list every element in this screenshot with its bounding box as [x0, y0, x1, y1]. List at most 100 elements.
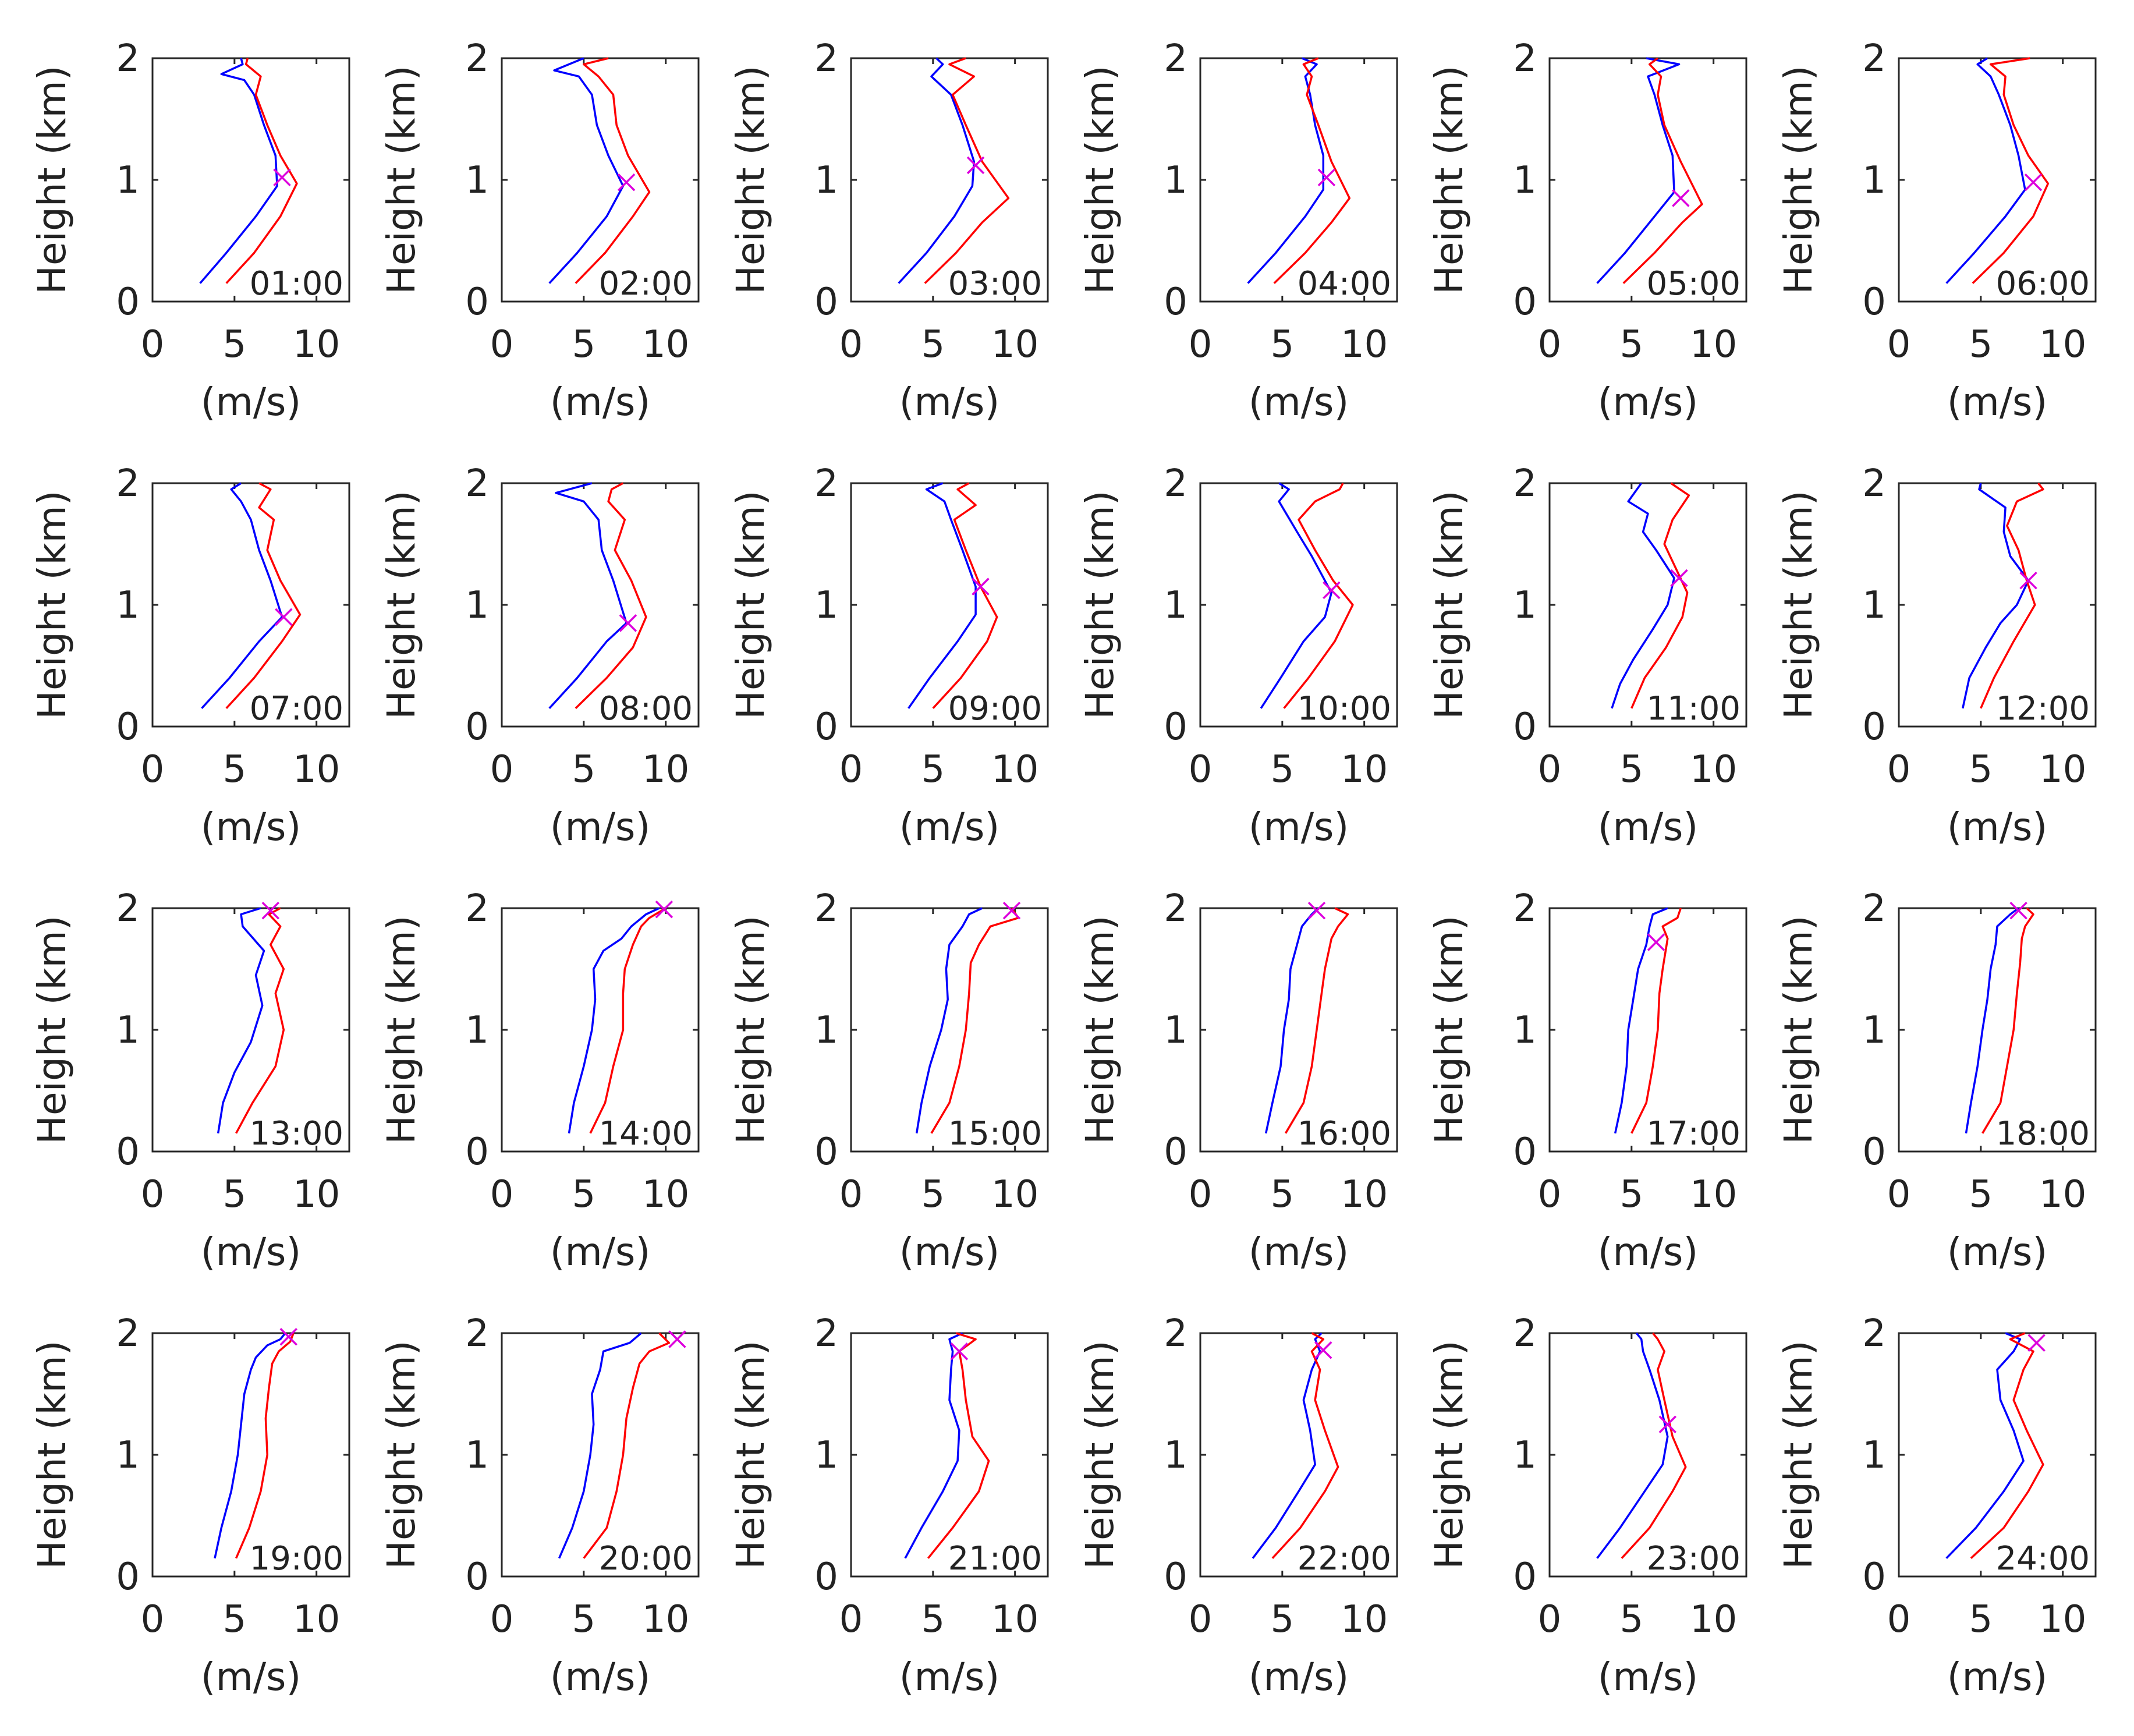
red-profile-line	[225, 58, 298, 284]
x-axis-label: (m/s)	[899, 1654, 999, 1699]
panel-time-label: 13:00	[250, 1115, 343, 1153]
y-tick-label: 0	[465, 281, 489, 324]
peak-marker	[655, 900, 673, 919]
y-tick-label: 2	[814, 887, 838, 930]
y-tick-label: 2	[1862, 1312, 1886, 1355]
panel-0700: 0 5 10 0 1 2 (m/s) Height (km) 07:00	[30, 462, 350, 849]
y-tick-label: 2	[1164, 887, 1187, 930]
y-tick-label: 2	[465, 1312, 489, 1355]
y-tick-label: 1	[814, 1434, 838, 1477]
x-tick-label: 0	[1189, 323, 1213, 366]
y-tick-label: 2	[1862, 887, 1886, 930]
x-axis-label: (m/s)	[1249, 1654, 1349, 1699]
blue-profile-line	[568, 907, 660, 1133]
y-tick-label: 2	[1164, 1312, 1187, 1355]
peak-marker	[2024, 173, 2043, 192]
x-axis-label: (m/s)	[1249, 380, 1349, 424]
x-axis-label: (m/s)	[550, 380, 650, 424]
y-tick-label: 2	[1513, 462, 1537, 505]
y-axis-label: Height (km)	[1077, 915, 1122, 1144]
y-axis-label: Height (km)	[1776, 65, 1821, 294]
x-tick-label: 10	[1341, 748, 1388, 791]
x-tick-label: 0	[1189, 1598, 1213, 1641]
y-tick-label: 2	[116, 37, 140, 80]
y-tick-label: 1	[465, 1009, 489, 1052]
blue-profile-line	[904, 1332, 963, 1559]
panel-time-label: 16:00	[1298, 1115, 1391, 1153]
peak-marker	[617, 173, 636, 192]
axes-box	[1548, 57, 1747, 303]
blue-profile-line	[915, 907, 983, 1133]
panel-0900: 0 5 10 0 1 2 (m/s) Height (km) 09:00	[728, 462, 1049, 849]
red-profile-line	[583, 1332, 671, 1559]
x-axis-label: (m/s)	[550, 1654, 650, 1699]
y-tick-label: 2	[1164, 37, 1187, 80]
x-tick-label: 5	[572, 323, 595, 366]
blue-profile-line	[1260, 482, 1333, 709]
y-axis-label: Height (km)	[728, 1340, 773, 1569]
panel-1600: 0 5 10 0 1 2 (m/s) Height (km) 16:00	[1077, 887, 1398, 1274]
blue-profile-line	[548, 482, 628, 709]
panel-time-label: 08:00	[599, 690, 693, 728]
x-tick-label: 5	[1270, 1598, 1294, 1641]
peak-marker	[279, 1328, 298, 1346]
peak-marker	[1647, 933, 1665, 951]
panel-1300: 0 5 10 0 1 2 (m/s) Height (km) 13:00	[30, 887, 350, 1274]
x-tick-label: 0	[1189, 1173, 1213, 1216]
y-tick-label: 0	[465, 1556, 489, 1599]
red-profile-line	[1630, 908, 1682, 1134]
x-axis-label: (m/s)	[1947, 805, 2047, 849]
panel-2000: 0 5 10 0 1 2 (m/s) Height (km) 20:00	[379, 1312, 700, 1699]
axes-box	[1898, 57, 2097, 303]
y-axis-label: Height (km)	[728, 490, 773, 719]
y-axis-label: Height (km)	[379, 915, 424, 1144]
red-profile-line	[932, 482, 998, 709]
panel-time-label: 22:00	[1298, 1540, 1391, 1578]
y-tick-label: 0	[1164, 1556, 1187, 1599]
x-tick-label: 10	[1341, 1173, 1388, 1216]
x-tick-label: 0	[839, 748, 863, 791]
panel-time-label: 11:00	[1647, 690, 1740, 728]
x-tick-label: 5	[1270, 748, 1294, 791]
red-profile-line	[1970, 1332, 2044, 1559]
x-tick-label: 0	[839, 323, 863, 366]
axes-box	[1898, 907, 2097, 1153]
axes-box	[1548, 907, 1747, 1153]
panel-0100: 0 5 10 0 1 2 (m/s) Height (km) 01:00	[30, 37, 350, 424]
y-tick-label: 1	[116, 159, 140, 202]
panel-time-label: 07:00	[250, 690, 343, 728]
red-profile-line	[575, 482, 647, 709]
red-profile-line	[930, 908, 1020, 1134]
x-tick-label: 10	[293, 323, 340, 366]
axes-box	[1548, 482, 1747, 728]
peak-marker	[1002, 901, 1021, 920]
panel-time-label: 23:00	[1647, 1540, 1740, 1578]
peak-marker	[1672, 189, 1690, 207]
y-tick-label: 1	[1164, 584, 1187, 627]
blue-profile-line	[217, 907, 265, 1133]
y-tick-label: 1	[1513, 159, 1537, 202]
x-tick-label: 10	[1690, 748, 1737, 791]
x-axis-label: (m/s)	[1598, 1654, 1698, 1699]
x-tick-label: 5	[1270, 1173, 1294, 1216]
y-tick-label: 2	[1164, 462, 1187, 505]
panel-1000: 0 5 10 0 1 2 (m/s) Height (km) 10:00	[1077, 462, 1398, 849]
y-tick-label: 0	[116, 1556, 140, 1599]
axes-box	[151, 907, 350, 1153]
x-tick-label: 0	[1189, 748, 1213, 791]
x-tick-label: 0	[141, 323, 165, 366]
x-tick-label: 5	[1619, 1173, 1643, 1216]
blue-profile-line	[908, 482, 977, 709]
red-profile-line	[1972, 57, 2050, 284]
x-tick-label: 10	[642, 748, 689, 791]
x-tick-label: 10	[2039, 1598, 2086, 1641]
y-axis-label: Height (km)	[1427, 915, 1472, 1144]
y-tick-label: 0	[1513, 706, 1537, 749]
y-tick-label: 2	[465, 37, 489, 80]
peak-marker	[1307, 901, 1326, 920]
y-tick-label: 1	[465, 584, 489, 627]
y-axis-label: Height (km)	[1776, 915, 1821, 1144]
x-tick-label: 5	[222, 1598, 246, 1641]
y-tick-label: 1	[814, 584, 838, 627]
x-tick-label: 10	[991, 1173, 1038, 1216]
